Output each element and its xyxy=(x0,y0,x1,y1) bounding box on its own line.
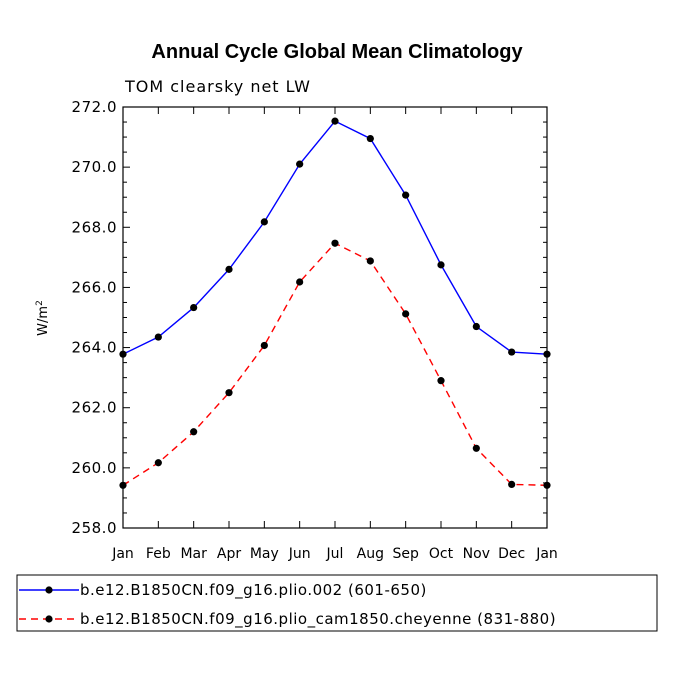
legend-box xyxy=(16,574,658,632)
series-1-point xyxy=(225,265,233,273)
x-tick-label: Apr xyxy=(217,546,241,562)
series-1-point xyxy=(331,117,339,125)
series-2-point xyxy=(366,257,374,265)
series-1-point xyxy=(366,134,374,143)
series-2-point xyxy=(472,444,480,452)
y-tick-label: 258.0 xyxy=(72,519,117,537)
series-2-point xyxy=(296,278,304,286)
plot-area xyxy=(122,106,548,529)
series-2-point xyxy=(190,428,198,436)
x-tick-label: Dec xyxy=(498,546,525,562)
series-1-point xyxy=(154,333,162,341)
y-tick-label: 260.0 xyxy=(72,459,117,477)
y-tick-label: 264.0 xyxy=(72,339,117,357)
x-tick-label: Jan xyxy=(535,546,558,562)
series-line-2 xyxy=(122,242,548,486)
x-tick-label: Jul xyxy=(326,546,344,562)
x-tick-label: Jan xyxy=(111,546,134,562)
chart-title: Annual Cycle Global Mean Climatology xyxy=(151,41,523,63)
series-1-point xyxy=(119,350,127,358)
series-1-point xyxy=(508,348,516,356)
y-axis-label-superscript: 2 xyxy=(35,300,45,306)
series-layer xyxy=(119,117,551,489)
legend-marker-1 xyxy=(45,586,53,594)
y-tick-label: 268.0 xyxy=(72,218,117,236)
series-2-point xyxy=(119,481,127,489)
series-1-point xyxy=(190,303,198,312)
y-tick-label: 262.0 xyxy=(72,399,117,417)
series-2-point xyxy=(154,459,162,467)
y-tick-label: 270.0 xyxy=(72,158,117,176)
x-tick-label: Feb xyxy=(146,546,171,562)
y-axis: 258.0 260.0 262.0 264.0 266.0 268.0 270.0 272.0 xyxy=(72,98,547,537)
x-tick-label: Nov xyxy=(463,546,490,562)
y-axis-label-text: W/m xyxy=(36,306,51,336)
series-1-point xyxy=(260,218,268,226)
series-2-point xyxy=(543,481,551,489)
series-2-point xyxy=(402,310,410,318)
y-axis-label: W/m2 xyxy=(35,300,51,336)
legend-marker-2 xyxy=(45,615,53,623)
series-1-point xyxy=(472,322,480,331)
chart-subtitle: TOM clearsky net LW xyxy=(124,77,311,96)
legend: b.e12.B1850CN.f09_g16.plio.002 (601-650)… xyxy=(16,574,658,632)
x-tick-label: Jun xyxy=(288,546,311,562)
series-2-point xyxy=(331,239,339,247)
series-1-point xyxy=(437,261,445,269)
series-line-1 xyxy=(122,120,548,355)
series-2-point xyxy=(437,377,445,385)
legend-label-1: b.e12.B1850CN.f09_g16.plio.002 (601-650) xyxy=(80,581,427,600)
x-axis: Jan Feb Mar Apr May Jun Jul Aug Sep Oct Nov Dec Jan xyxy=(111,107,558,562)
series-2-point xyxy=(225,389,233,397)
x-tick-label: Aug xyxy=(357,546,384,562)
series-2-point xyxy=(260,341,268,350)
series-2-point xyxy=(508,480,516,488)
series-1-point xyxy=(543,350,551,358)
series-1-point xyxy=(296,160,304,168)
x-tick-label: Sep xyxy=(392,546,419,562)
legend-label-2: b.e12.B1850CN.f09_g16.plio_cam1850.cheye… xyxy=(80,610,556,629)
y-tick-label: 266.0 xyxy=(72,278,117,296)
series-1-point xyxy=(402,191,410,199)
x-tick-label: May xyxy=(250,546,279,562)
y-tick-label: 272.0 xyxy=(72,98,117,116)
x-tick-label: Mar xyxy=(180,546,207,562)
x-tick-label: Oct xyxy=(429,546,454,562)
